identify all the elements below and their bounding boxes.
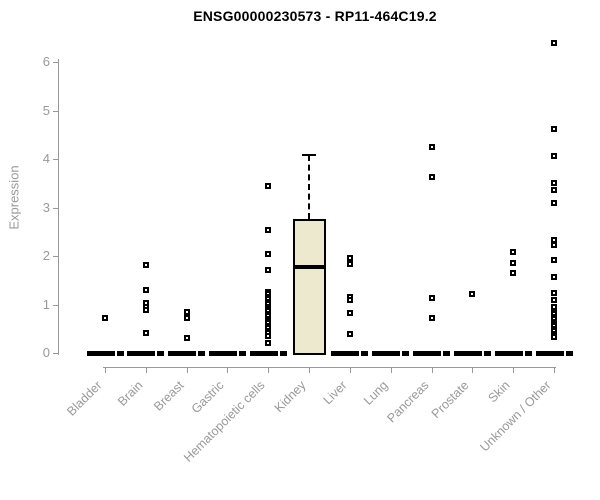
y-axis-tick [53, 256, 59, 258]
outlier-point [102, 315, 108, 322]
zero-bar [168, 351, 206, 356]
outlier-point [551, 180, 558, 187]
outlier-point [551, 290, 558, 297]
outlier-point [551, 256, 558, 263]
y-axis-tick [53, 207, 59, 209]
outlier-point [428, 314, 435, 321]
outlier-point [265, 251, 272, 258]
outlier-point [551, 297, 558, 304]
outlier-point [551, 242, 558, 249]
outlier-point [428, 295, 435, 302]
y-tick-label: 6 [42, 54, 50, 70]
x-axis-tick [349, 367, 351, 373]
x-axis-line [103, 367, 556, 368]
zero-bar [127, 351, 165, 356]
zero-bar [494, 351, 532, 356]
x-axis-tick [309, 367, 311, 373]
outlier-point [183, 315, 190, 322]
outlier-point [183, 308, 190, 315]
x-axis-tick [268, 367, 270, 373]
outlier-point [551, 333, 558, 340]
outlier-point [265, 332, 272, 339]
zero-bar [453, 351, 491, 356]
zero-bar [413, 351, 451, 356]
kidney-whisker-cap [302, 154, 317, 157]
y-axis-tick [53, 353, 59, 354]
outlier-point [346, 254, 353, 261]
outlier-point [551, 153, 558, 160]
y-tick-label: 2 [42, 248, 50, 264]
outlier-point [428, 173, 435, 180]
x-axis-tick [431, 367, 433, 373]
y-axis-line [58, 59, 59, 355]
y-tick-label: 4 [42, 151, 50, 167]
zero-bar [249, 351, 287, 356]
zero-bar [331, 351, 369, 356]
outlier-point [142, 306, 149, 313]
x-axis-tick [513, 367, 515, 373]
x-axis-tick [227, 367, 229, 373]
y-tick-label: 0 [42, 345, 50, 360]
kidney-median-line [294, 264, 324, 269]
y-tick-label: 3 [42, 199, 50, 215]
y-axis-tick [53, 110, 59, 112]
outlier-point [551, 125, 558, 132]
kidney-box [292, 219, 326, 355]
outlier-point [510, 260, 517, 267]
zero-bar [86, 351, 124, 356]
x-axis-tick [145, 367, 147, 373]
y-axis-tick [53, 304, 59, 306]
outlier-point [346, 261, 353, 268]
x-axis-tick [186, 367, 188, 373]
outlier-point [142, 287, 149, 294]
outlier-point [142, 262, 149, 269]
y-axis-tick [53, 159, 59, 161]
y-tick-label: 5 [42, 102, 50, 118]
zero-bar [535, 351, 573, 356]
outlier-point [551, 273, 558, 280]
zero-bar [372, 351, 410, 356]
x-axis-tick [554, 367, 556, 373]
outlier-point [183, 335, 190, 342]
outlier-point [346, 296, 353, 303]
y-axis-tick [53, 62, 59, 64]
outlier-point [551, 200, 558, 207]
outlier-point [265, 267, 272, 274]
outlier-point [265, 183, 272, 190]
x-axis-tick [390, 367, 392, 373]
outlier-point [469, 290, 476, 297]
outlier-point [346, 309, 353, 316]
outlier-point [265, 339, 272, 346]
zero-bar [208, 351, 246, 356]
outlier-point [142, 330, 149, 337]
outlier-point [551, 40, 558, 47]
outlier-point [428, 144, 435, 151]
outlier-point [265, 227, 272, 233]
outlier-point [510, 248, 517, 255]
chart-title: ENSG00000230573 - RP11-464C19.2 [193, 8, 437, 24]
y-tick-label: 1 [42, 296, 50, 312]
x-axis-tick [472, 367, 474, 373]
outlier-point [510, 269, 517, 276]
x-axis-tick [105, 367, 106, 373]
kidney-whisker [308, 155, 311, 220]
outlier-point [346, 331, 353, 338]
outlier-point [551, 187, 558, 194]
